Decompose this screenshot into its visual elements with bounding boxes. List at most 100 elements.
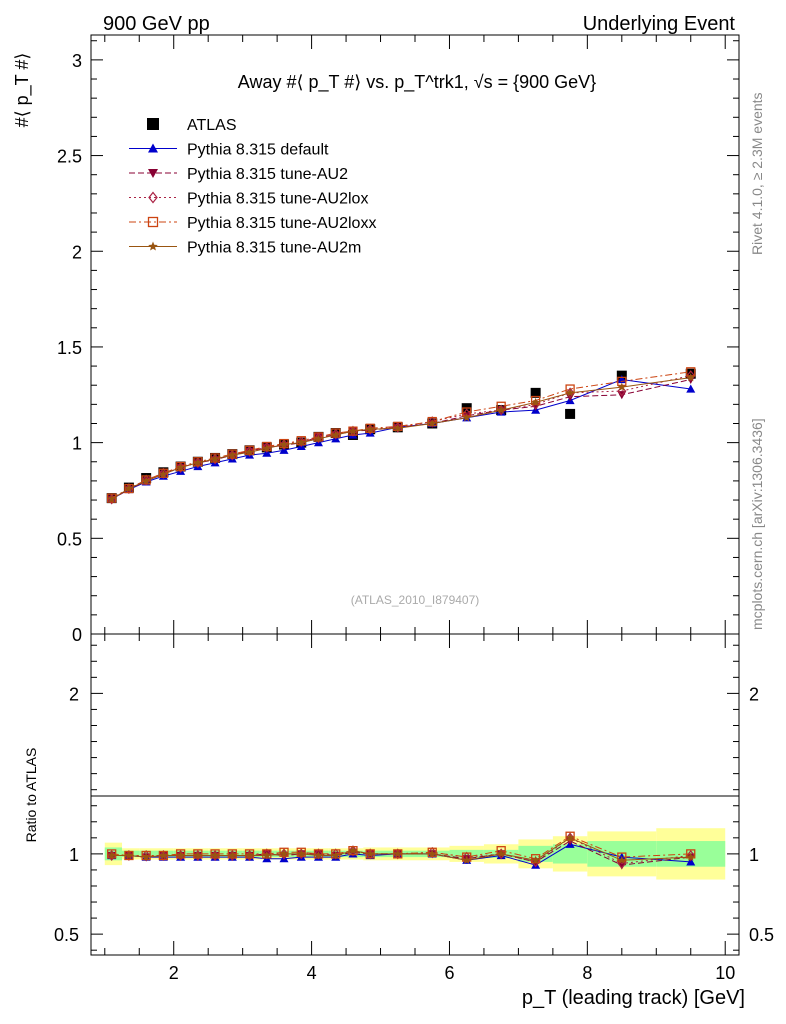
main-panel: 0 0.5 1 1.5 2 2.5 3 Away #⟨ p_T #⟩ vs. p_T^trk… <box>12 34 740 645</box>
ratio-panel: 0.5 0.5 1 1 2 2 2 4 6 8 10 Ratio to ATLAS p_T (le… <box>23 633 774 1009</box>
ratio-series-4 <box>107 833 695 864</box>
ratio-point <box>228 851 237 860</box>
ratio-point <box>107 851 116 860</box>
y-tick-label: 2.5 <box>57 147 82 167</box>
ratio-point <box>617 858 627 869</box>
data-point <box>348 426 358 435</box>
ratio-line <box>111 837 691 861</box>
data-point <box>331 428 341 438</box>
legend-marker <box>147 216 159 228</box>
data-point <box>244 445 255 455</box>
y-tick-label: 3 <box>72 51 82 71</box>
ratio-point <box>279 847 289 857</box>
ratio-point <box>175 849 186 859</box>
watermark: (ATLAS_2010_I879407) <box>351 593 480 607</box>
data-point <box>313 432 324 442</box>
legend-label: Pythia 8.315 tune-AU2 <box>187 166 348 183</box>
series-line <box>111 377 691 500</box>
data-point <box>617 385 627 397</box>
data-point <box>565 408 576 419</box>
legend-marker <box>148 169 158 178</box>
data-point <box>496 405 506 414</box>
legend-label: ATLAS <box>187 117 237 134</box>
ratio-point <box>296 847 306 857</box>
ratio-point <box>245 851 254 860</box>
x-tick-label: 10 <box>715 963 735 983</box>
legend: ATLAS Pythia 8.315 default Pythia 8.315 tu… <box>129 117 376 257</box>
ratio-point <box>331 851 340 860</box>
legend-marker <box>148 191 158 204</box>
legend-item: ATLAS <box>147 117 237 134</box>
data-point <box>428 419 437 428</box>
legend-label: Pythia 8.315 default <box>187 142 329 159</box>
data-point <box>530 387 541 398</box>
legend-label: Pythia 8.315 tune-AU2loxx <box>187 215 376 232</box>
ratio-y-tick-label: 2 <box>69 684 79 704</box>
data-point <box>279 440 289 449</box>
data-point <box>158 468 169 478</box>
series-4 <box>107 367 696 503</box>
x-tick-label: 6 <box>444 963 454 983</box>
ratio-point <box>141 850 151 861</box>
data-point <box>462 413 471 422</box>
data-point <box>141 476 151 485</box>
ratio-y-tick-label: 0.5 <box>54 925 79 945</box>
series-5 <box>107 373 695 503</box>
ratio-y-tick-label-right: 1 <box>749 845 759 865</box>
data-point <box>107 493 117 503</box>
data-point <box>297 438 306 447</box>
legend-item: Pythia 8.315 tune-AU2lox <box>129 191 368 208</box>
ratio-point <box>210 851 220 860</box>
data-point <box>228 450 237 459</box>
y-tick-label: 1 <box>72 434 82 454</box>
band-stat <box>518 845 553 862</box>
ratio-point <box>107 849 117 859</box>
data-point <box>314 434 323 443</box>
ratio-point <box>159 851 168 860</box>
data-point <box>193 458 203 467</box>
ratio-point <box>365 849 375 858</box>
series-line <box>111 375 691 500</box>
data-point <box>686 370 696 382</box>
data-point <box>686 384 696 393</box>
legend-label: Pythia 8.315 tune-AU2m <box>187 240 361 257</box>
data-point <box>141 475 151 485</box>
ratio-point <box>193 851 203 860</box>
ratio-point <box>565 831 575 841</box>
data-point <box>107 494 116 503</box>
rivet-label: Rivet 4.1.0, ≥ 2.3M events <box>749 92 765 255</box>
x-tick-label: 8 <box>582 963 592 983</box>
ratio-point <box>462 855 471 864</box>
ratio-point <box>124 851 134 860</box>
data-point <box>427 416 437 427</box>
legend-marker <box>148 143 158 153</box>
ratio-frame <box>90 633 740 956</box>
series-3 <box>107 370 696 505</box>
data-point <box>530 395 541 406</box>
series-line <box>111 379 691 500</box>
data-point <box>365 424 375 433</box>
data-point <box>245 447 254 456</box>
ratio-point <box>686 852 695 861</box>
data-point <box>393 423 402 432</box>
main-ylabel: #⟨ p_T #⟩ <box>12 53 33 128</box>
x-tick-label: 4 <box>307 963 317 983</box>
ratio-point <box>428 849 437 858</box>
data-point <box>124 484 134 493</box>
main-title: Away #⟨ p_T #⟩ vs. p_T^trk1, √s = {900 G… <box>238 72 596 93</box>
series-line <box>111 378 691 500</box>
data-point <box>262 443 272 452</box>
mcplots-label: mcplots.cern.ch [arXiv:1306.3436] <box>749 418 765 630</box>
ratio-point <box>348 846 358 855</box>
ratio-point <box>297 849 306 858</box>
ratio-y-tick-label-right: 0.5 <box>749 925 774 945</box>
data-point <box>686 373 695 382</box>
series-2 <box>107 375 696 504</box>
legend-item: Pythia 8.315 default <box>129 142 329 159</box>
x-tick-label: 2 <box>169 963 179 983</box>
data-point <box>314 432 323 444</box>
legend-label: Pythia 8.315 tune-AU2lox <box>187 191 368 208</box>
legend-item: Pythia 8.315 tune-AU2 <box>129 166 348 183</box>
ratio-xlabel: p_T (leading track) [GeV] <box>522 987 745 1009</box>
